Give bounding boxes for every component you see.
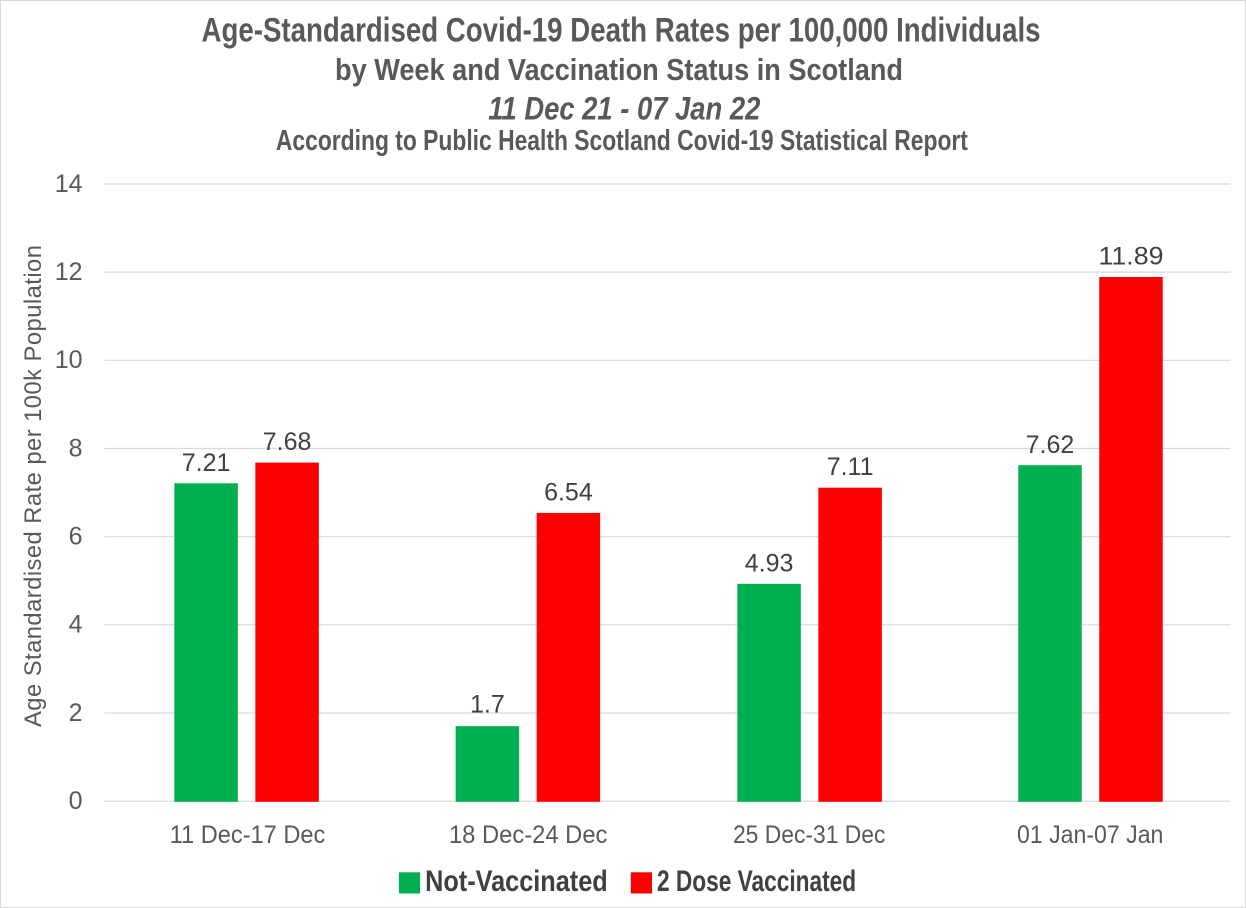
svg-text:4.93: 4.93: [745, 549, 794, 577]
svg-text:7.11: 7.11: [827, 453, 874, 481]
svg-text:Age-Standardised Covid-19 Deat: Age-Standardised Covid-19 Death Rates pe…: [202, 11, 1041, 49]
svg-text:1.7: 1.7: [470, 691, 505, 719]
svg-text:25 Dec-31 Dec: 25 Dec-31 Dec: [733, 821, 886, 849]
svg-text:2 Dose Vaccinated: 2 Dose Vaccinated: [657, 865, 856, 898]
svg-text:6.54: 6.54: [544, 478, 593, 506]
svg-text:8: 8: [69, 434, 83, 462]
svg-text:11 Dec 21 - 07 Jan 22: 11 Dec 21 - 07 Jan 22: [488, 91, 760, 127]
svg-text:0: 0: [69, 787, 83, 815]
svg-text:7.21: 7.21: [182, 449, 231, 477]
svg-text:11 Dec-17 Dec: 11 Dec-17 Dec: [170, 821, 326, 849]
svg-text:7.68: 7.68: [263, 428, 312, 456]
svg-text:2: 2: [69, 699, 83, 727]
svg-text:Age Standardised Rate per 100k: Age Standardised Rate per 100k Populatio…: [20, 245, 47, 727]
svg-text:10: 10: [55, 346, 83, 374]
svg-text:4: 4: [69, 611, 83, 639]
svg-text:12: 12: [55, 258, 83, 286]
svg-text:According to Public Health Sco: According to Public Health Scotland Covi…: [276, 124, 968, 156]
svg-text:01 Jan-07 Jan: 01 Jan-07 Jan: [1017, 821, 1163, 849]
svg-text:18 Dec-24 Dec: 18 Dec-24 Dec: [449, 821, 608, 849]
svg-text:11.89: 11.89: [1099, 242, 1164, 270]
svg-text:Not-Vaccinated: Not-Vaccinated: [425, 865, 608, 898]
svg-text:6: 6: [69, 523, 83, 551]
svg-text:14: 14: [55, 170, 83, 198]
svg-text:7.62: 7.62: [1026, 431, 1075, 459]
svg-text:by Week and Vaccination Status: by Week and Vaccination Status in Scotla…: [335, 54, 903, 88]
